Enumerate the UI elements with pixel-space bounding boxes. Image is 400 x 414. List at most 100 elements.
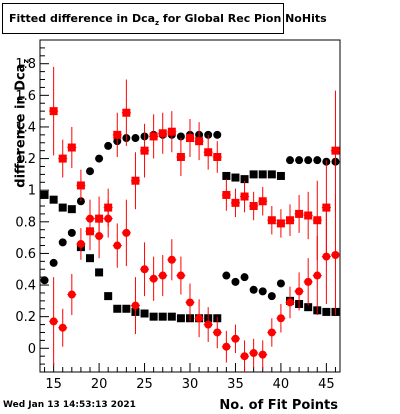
data-point-square: [58, 154, 67, 163]
data-point-square: [222, 190, 231, 199]
data-point-circle: [276, 279, 285, 288]
data-point-square: [195, 137, 204, 146]
data-point-circle: [204, 320, 213, 329]
data-point-square: [304, 211, 313, 220]
series-red-circle: [49, 194, 340, 372]
data-point-circle: [286, 298, 294, 307]
data-point-square: [258, 197, 267, 206]
x-tick-label: 30: [182, 377, 199, 392]
data-point-circle: [104, 214, 113, 223]
data-point-square: [249, 202, 258, 210]
data-point-square: [113, 130, 122, 139]
data-point-circle: [295, 156, 304, 165]
data-point-circle: [195, 314, 204, 323]
data-point-square: [258, 170, 267, 179]
data-point-circle: [95, 154, 104, 163]
data-point-circle: [231, 334, 240, 343]
data-point-square: [231, 198, 240, 207]
data-point-circle: [86, 214, 94, 223]
data-point-circle: [49, 258, 58, 267]
data-point-circle: [240, 273, 249, 282]
data-point-square: [322, 203, 331, 212]
data-point-square: [304, 303, 313, 312]
data-point-square: [167, 312, 176, 321]
y-tick-label: 1: [28, 184, 36, 199]
data-point-square: [113, 304, 122, 313]
timestamp: Wed Jan 13 14:53:13 2021: [3, 400, 136, 410]
data-point-square: [286, 216, 294, 225]
data-point-circle: [286, 156, 294, 165]
y-tick-label: 1.6: [15, 89, 36, 104]
data-point-square: [313, 216, 322, 225]
data-point-circle: [58, 323, 67, 332]
data-point-square: [176, 152, 185, 161]
data-point-square: [122, 108, 131, 117]
chart-title: Fitted difference in Dcaz for Global Rec…: [9, 12, 327, 28]
y-tick-label: 0: [28, 342, 36, 357]
data-point-square: [276, 219, 285, 228]
data-point-square: [186, 134, 194, 143]
data-point-square: [167, 127, 176, 136]
x-tick-label: 25: [136, 377, 153, 392]
data-point-square: [158, 129, 167, 138]
data-point-circle: [322, 252, 331, 261]
data-point-square: [95, 268, 104, 277]
series-red-square: [49, 66, 340, 260]
data-point-circle: [213, 328, 222, 337]
y-tick-label: 1.2: [15, 152, 36, 167]
data-point-circle: [104, 141, 113, 150]
data-point-circle: [140, 265, 149, 274]
data-point-square: [249, 170, 258, 179]
x-tick-label: 20: [91, 377, 108, 392]
data-point-square: [104, 292, 113, 301]
data-point-square: [76, 181, 85, 190]
data-point-circle: [222, 271, 231, 280]
data-point-circle: [304, 277, 313, 286]
y-tick-label: 0.6: [15, 247, 36, 262]
data-point-square: [295, 209, 304, 218]
data-point-circle: [231, 277, 240, 286]
data-point-square: [331, 146, 340, 155]
data-point-circle: [176, 132, 185, 141]
data-point-circle: [186, 298, 194, 307]
data-point-square: [40, 190, 49, 199]
data-point-square: [240, 175, 249, 184]
data-point-circle: [49, 317, 58, 326]
data-point-circle: [58, 238, 67, 247]
data-point-circle: [249, 349, 258, 358]
data-point-circle: [258, 287, 267, 296]
data-point-square: [276, 171, 285, 180]
data-point-circle: [258, 350, 267, 359]
y-axis-label: difference in Dcaz: [13, 58, 31, 188]
data-point-circle: [222, 342, 231, 351]
data-point-circle: [313, 271, 322, 280]
data-point-circle: [113, 241, 122, 250]
data-point-circle: [76, 239, 85, 248]
data-point-circle: [167, 255, 176, 264]
x-axis-label: No. of Fit Points: [219, 398, 338, 413]
chart-title-box: Fitted difference in Dcaz for Global Rec…: [2, 3, 327, 34]
data-point-square: [49, 195, 58, 204]
data-point-circle: [267, 292, 276, 301]
data-point-square: [176, 314, 185, 323]
data-point-square: [67, 143, 76, 152]
data-point-circle: [67, 228, 76, 237]
data-point-square: [86, 254, 94, 263]
x-tick-label: 40: [273, 377, 290, 392]
data-point-square: [122, 304, 131, 313]
data-point-square: [158, 312, 167, 321]
data-point-circle: [40, 276, 49, 285]
data-point-circle: [131, 134, 140, 143]
data-point-square: [67, 205, 76, 214]
data-point-square: [322, 307, 331, 316]
data-point-square: [231, 173, 240, 182]
data-point-circle: [131, 301, 140, 310]
data-point-circle: [276, 314, 285, 323]
y-tick-label: 0.8: [15, 215, 36, 230]
data-point-circle: [95, 232, 104, 241]
data-point-square: [140, 146, 149, 155]
data-point-square: [204, 148, 213, 157]
data-point-circle: [176, 271, 185, 280]
data-point-circle: [67, 290, 76, 299]
data-point-square: [213, 152, 222, 161]
